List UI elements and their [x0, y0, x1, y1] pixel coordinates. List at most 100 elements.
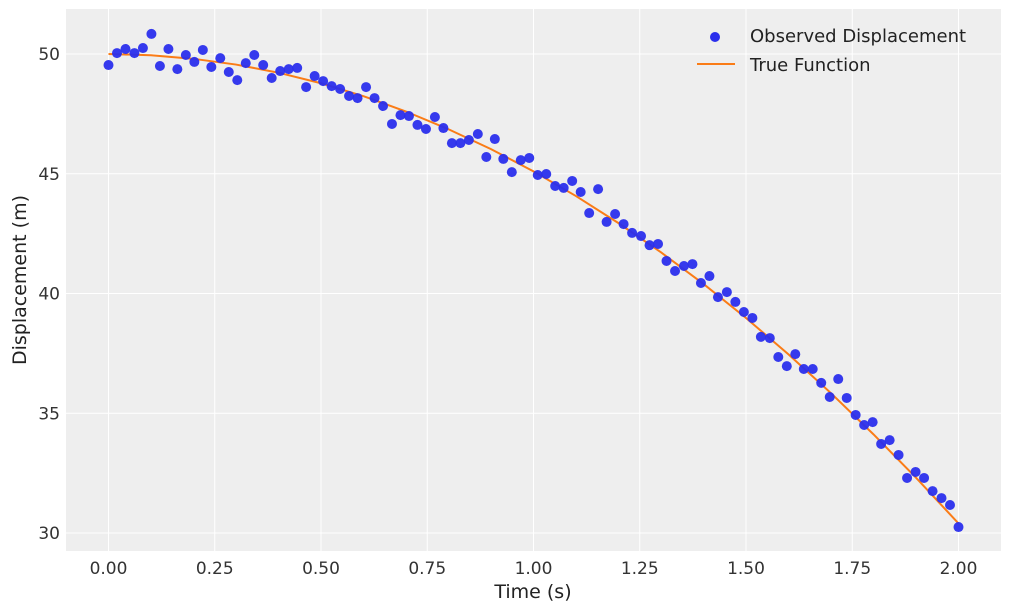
data-point — [550, 180, 561, 191]
data-point — [515, 155, 526, 166]
legend-label-true: True Function — [749, 55, 871, 76]
data-point — [395, 110, 406, 121]
data-point — [876, 438, 887, 449]
data-point — [344, 90, 355, 101]
data-point — [601, 216, 612, 227]
y-tick-label: 50 — [38, 45, 60, 65]
data-point — [824, 391, 835, 402]
data-point — [678, 260, 689, 271]
x-tick-label: 1.00 — [515, 559, 553, 579]
data-point — [206, 61, 217, 72]
data-point — [429, 112, 440, 123]
data-point — [154, 61, 165, 72]
data-point — [129, 48, 140, 59]
data-point — [378, 100, 389, 111]
x-axis-label: Time (s) — [493, 581, 571, 603]
data-point — [163, 43, 174, 54]
data-point — [738, 306, 749, 317]
data-point — [481, 152, 492, 163]
y-axis-label: Displacement (m) — [9, 195, 31, 365]
data-point — [653, 238, 664, 249]
data-point — [352, 93, 363, 104]
data-point — [936, 493, 947, 504]
data-point — [884, 435, 895, 446]
data-point — [919, 472, 930, 483]
data-point — [704, 271, 715, 282]
data-point — [258, 60, 269, 71]
x-tick-label: 0.25 — [196, 559, 234, 579]
data-point — [197, 44, 208, 55]
true-function-line — [108, 53, 960, 525]
data-point — [867, 417, 878, 428]
legend-marker-observed — [710, 32, 720, 42]
data-point — [223, 66, 234, 77]
data-point — [146, 28, 157, 39]
data-point — [670, 266, 681, 277]
data-point — [361, 82, 372, 93]
legend-label-observed: Observed Displacement — [750, 26, 966, 47]
data-point — [841, 392, 852, 403]
data-point — [610, 209, 621, 220]
data-point — [575, 186, 586, 197]
data-point — [781, 361, 792, 372]
data-point — [103, 60, 114, 71]
data-point — [249, 49, 260, 60]
data-point — [661, 255, 672, 266]
legend: Observed Displacement True Function — [697, 26, 966, 76]
x-tick-label: 2.00 — [940, 559, 978, 579]
data-point — [318, 76, 329, 87]
gridlines — [66, 9, 1001, 551]
data-point — [747, 312, 758, 323]
data-point — [180, 49, 191, 60]
data-point — [636, 231, 647, 242]
data-point — [301, 82, 312, 93]
data-point — [489, 134, 500, 145]
data-point — [232, 75, 243, 86]
data-point — [292, 62, 303, 73]
data-point — [189, 56, 200, 67]
data-point — [326, 81, 337, 92]
data-point — [120, 43, 131, 54]
data-point — [283, 64, 294, 75]
data-point — [893, 449, 904, 460]
data-point — [945, 500, 955, 511]
data-point — [403, 111, 414, 122]
data-point — [541, 169, 552, 180]
data-point — [927, 486, 938, 497]
data-point — [910, 466, 921, 477]
data-point — [369, 93, 380, 104]
data-point — [137, 43, 148, 54]
data-point — [438, 123, 449, 134]
data-point — [730, 296, 741, 307]
data-point — [112, 48, 122, 59]
data-point — [498, 153, 509, 164]
y-axis-ticks: 30 35 40 45 50 — [38, 45, 60, 544]
data-point — [420, 123, 431, 134]
data-point — [833, 374, 844, 385]
data-point — [807, 363, 818, 374]
data-point — [524, 152, 535, 163]
data-point — [567, 175, 578, 186]
x-tick-label: 0.50 — [302, 559, 340, 579]
y-tick-label: 35 — [38, 404, 60, 424]
data-point — [790, 349, 801, 360]
data-point — [712, 292, 723, 303]
data-point — [215, 53, 226, 64]
data-point — [764, 333, 775, 344]
data-point — [695, 277, 706, 288]
data-point — [172, 64, 183, 75]
data-point — [773, 352, 784, 363]
data-point — [275, 66, 286, 77]
x-axis-ticks: 0.00 0.25 0.50 0.75 1.00 1.25 1.50 1.75 2.00 — [90, 559, 978, 579]
data-point — [627, 227, 638, 238]
data-point — [335, 83, 346, 94]
data-point — [455, 138, 466, 149]
x-tick-label: 0.00 — [90, 559, 128, 579]
y-tick-label: 40 — [38, 285, 60, 305]
data-point — [755, 331, 766, 342]
data-point — [386, 118, 397, 129]
data-point — [644, 240, 655, 251]
data-point — [687, 259, 698, 270]
